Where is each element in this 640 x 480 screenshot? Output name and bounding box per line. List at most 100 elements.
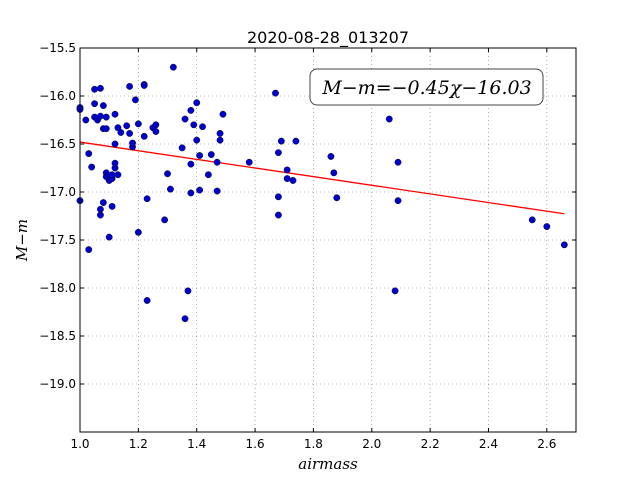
data-point xyxy=(91,100,98,108)
data-point xyxy=(85,150,93,158)
x-tick-label: 2.6 xyxy=(537,437,556,451)
data-point xyxy=(277,137,285,145)
annotation-box xyxy=(309,68,544,106)
data-point xyxy=(143,195,151,203)
x-tick-label: 2.4 xyxy=(479,437,498,451)
data-point xyxy=(126,130,134,137)
y-tick-label: −15.5 xyxy=(39,41,76,55)
data-point xyxy=(99,102,107,110)
y-tick-label: −19.0 xyxy=(39,377,76,391)
data-point xyxy=(199,123,206,131)
fit-line xyxy=(79,141,565,215)
data-point xyxy=(152,121,160,129)
data-point xyxy=(164,170,171,178)
grid-lines xyxy=(80,48,576,432)
data-point xyxy=(91,85,98,93)
data-points xyxy=(76,63,568,323)
y-tick-label: −16.5 xyxy=(39,137,76,151)
annotation-text: M−m=−0.45χ−16.03 xyxy=(321,77,531,99)
chart-title: 2020-08-28_013207 xyxy=(247,28,409,48)
data-point xyxy=(152,128,160,135)
data-point xyxy=(283,175,291,182)
data-point xyxy=(88,163,96,171)
data-point xyxy=(85,246,93,254)
data-point xyxy=(161,216,169,224)
y-tick-label: −16.0 xyxy=(39,89,76,103)
data-point xyxy=(184,287,192,295)
data-point xyxy=(167,185,174,193)
data-point xyxy=(196,152,204,159)
data-point xyxy=(274,149,282,157)
y-tick-label: −18.5 xyxy=(39,329,76,343)
fit-line-group xyxy=(79,141,565,215)
data-point xyxy=(97,211,104,219)
data-point xyxy=(82,116,90,124)
data-point xyxy=(560,241,568,249)
data-point xyxy=(394,197,402,205)
data-point xyxy=(97,112,104,120)
data-point xyxy=(114,171,122,179)
fit-equation-annotation: M−m=−0.45χ−16.03 xyxy=(309,68,544,106)
x-ticks: 1.0 1.2 1.4 1.6 1.8 2.0 2.2 2.4 2.6 xyxy=(70,48,556,451)
data-point xyxy=(178,144,186,152)
data-point xyxy=(102,125,110,133)
data-point xyxy=(543,223,551,230)
data-point xyxy=(216,130,224,137)
y-tick-label: −17.0 xyxy=(39,185,76,199)
data-point xyxy=(213,187,221,195)
data-point xyxy=(187,160,195,168)
data-point xyxy=(274,193,282,201)
data-point xyxy=(272,89,279,97)
data-point xyxy=(274,211,282,219)
data-point xyxy=(391,287,399,295)
x-tick-label: 2.0 xyxy=(362,437,381,451)
data-point xyxy=(181,115,189,123)
data-point xyxy=(193,99,201,107)
data-point xyxy=(111,140,119,148)
data-point xyxy=(196,186,204,194)
x-tick-label: 1.2 xyxy=(129,437,148,451)
y-axis-label: M−m xyxy=(13,219,31,262)
data-point xyxy=(283,166,291,174)
data-point xyxy=(213,158,221,166)
data-point xyxy=(207,151,215,158)
data-point xyxy=(111,110,119,118)
data-point xyxy=(528,216,536,224)
data-point xyxy=(123,122,131,130)
data-point xyxy=(97,84,104,92)
data-point xyxy=(289,177,297,184)
data-point xyxy=(105,233,113,241)
data-point xyxy=(187,189,195,197)
data-point xyxy=(129,139,136,147)
data-point xyxy=(204,171,212,179)
data-point xyxy=(394,158,402,166)
data-point xyxy=(219,110,227,118)
data-point xyxy=(216,136,224,144)
data-point xyxy=(385,115,393,123)
x-axis-label: airmass xyxy=(298,455,358,473)
data-point xyxy=(134,228,142,236)
data-point xyxy=(333,194,341,202)
data-point xyxy=(134,120,142,128)
data-point xyxy=(181,315,189,323)
data-point xyxy=(108,171,116,179)
data-point xyxy=(140,132,148,140)
data-point xyxy=(187,107,195,114)
data-point xyxy=(111,159,119,167)
x-tick-label: 2.2 xyxy=(421,437,440,451)
x-tick-label: 1.8 xyxy=(304,437,323,451)
y-tick-label: −18.0 xyxy=(39,281,76,295)
x-tick-label: 1.6 xyxy=(246,437,265,451)
data-point xyxy=(190,121,198,129)
data-point xyxy=(193,136,201,144)
data-point xyxy=(327,153,335,160)
data-point xyxy=(132,96,139,104)
y-tick-label: −17.5 xyxy=(39,233,76,247)
data-point xyxy=(245,158,253,166)
x-tick-label: 1.0 xyxy=(70,437,89,451)
data-point xyxy=(143,297,151,304)
data-point xyxy=(99,199,107,206)
x-tick-label: 1.4 xyxy=(187,437,206,451)
y-ticks: −15.5 −16.0 −16.5 −17.0 −17.5 −18.0 −18.5 −19.0 xyxy=(39,41,576,391)
